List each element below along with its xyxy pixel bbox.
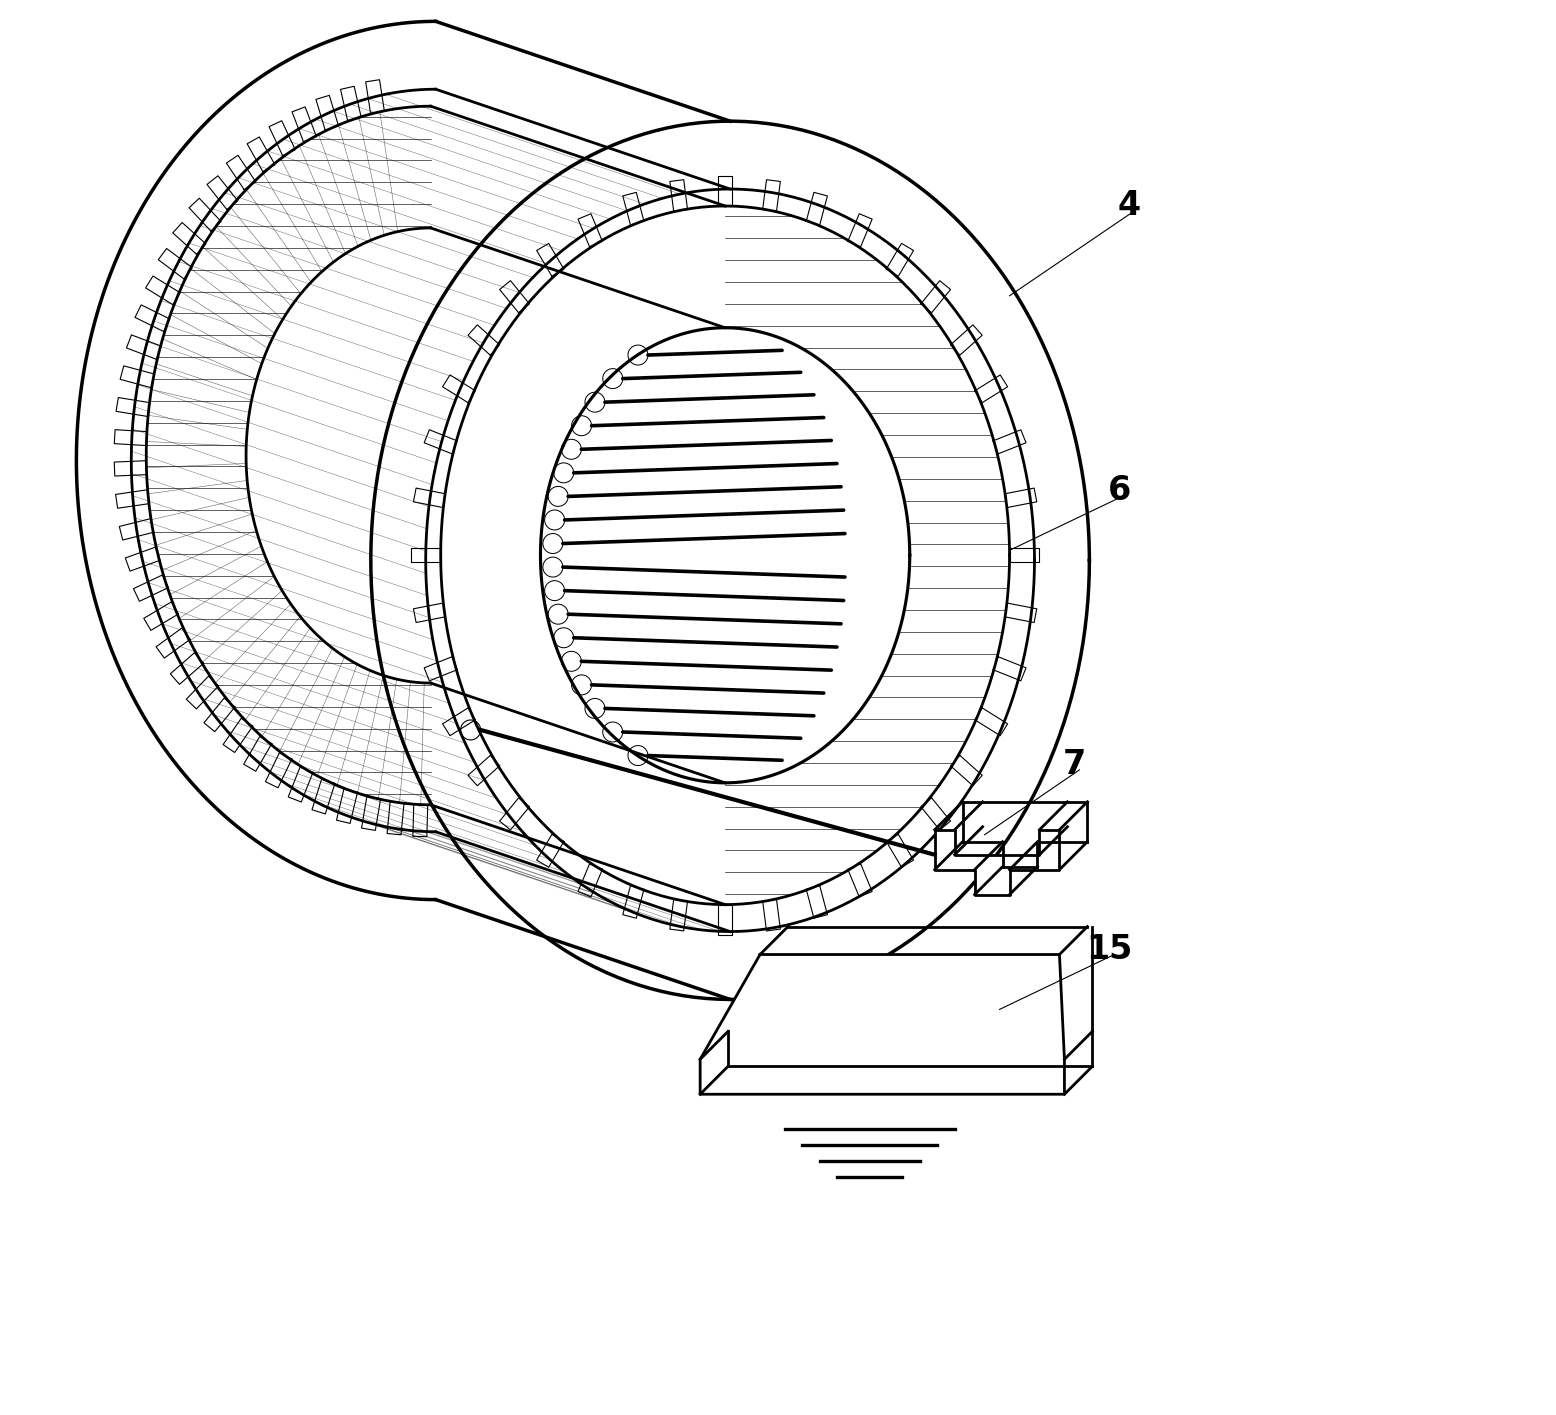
Text: 15: 15 bbox=[1086, 932, 1133, 966]
Text: 6: 6 bbox=[1108, 474, 1131, 507]
Polygon shape bbox=[700, 955, 1064, 1094]
Text: 4: 4 bbox=[1117, 190, 1141, 222]
Polygon shape bbox=[935, 829, 1060, 894]
Text: 7: 7 bbox=[1063, 749, 1086, 781]
